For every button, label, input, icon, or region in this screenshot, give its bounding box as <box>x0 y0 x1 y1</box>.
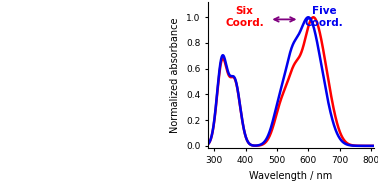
Text: Six
Coord.: Six Coord. <box>225 6 264 28</box>
X-axis label: Wavelength / nm: Wavelength / nm <box>249 171 333 181</box>
Y-axis label: Normalized absorbance: Normalized absorbance <box>170 17 180 133</box>
Text: Five
Coord.: Five Coord. <box>305 6 344 28</box>
